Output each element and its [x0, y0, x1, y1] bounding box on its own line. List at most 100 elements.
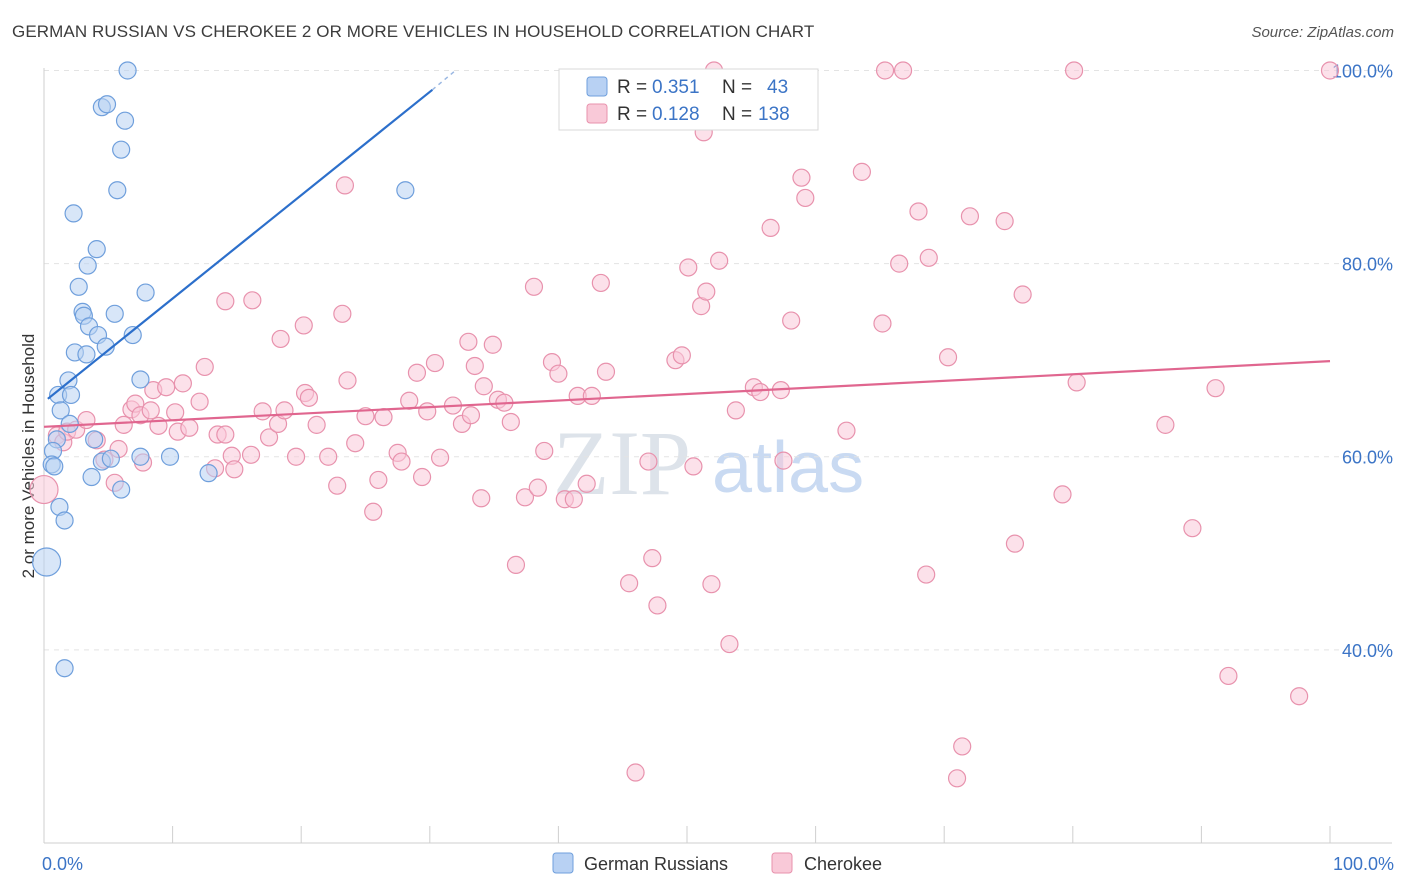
- series-swatch-german-russians: [552, 852, 574, 874]
- cherokee-point: [909, 202, 928, 221]
- cherokee-point: [535, 441, 554, 461]
- cherokee-point: [472, 489, 491, 508]
- cherokee-point: [720, 634, 739, 654]
- correlation-legend: R = 0.351 N = 43 R = 0.128 N = 138: [558, 68, 819, 131]
- cherokee-point: [483, 335, 502, 354]
- cherokee-point: [461, 406, 481, 425]
- cherokee-point: [190, 392, 209, 411]
- legend-n-label-0: N =: [722, 77, 752, 98]
- cherokee-point: [672, 346, 691, 365]
- german-russian-point: [118, 61, 137, 80]
- german-russian-trend-line: [47, 88, 434, 400]
- cherokee-point: [620, 574, 639, 593]
- cherokee-point: [710, 251, 729, 270]
- cherokee-point: [726, 401, 745, 420]
- cherokee-point: [253, 402, 272, 421]
- legend-n-value-0: 43: [767, 77, 788, 98]
- cherokee-point: [679, 258, 698, 277]
- cherokee-point: [917, 565, 936, 584]
- x-tick-label-min: 0.0%: [42, 854, 83, 874]
- cherokee-point: [216, 425, 235, 444]
- cherokee-point: [241, 445, 261, 464]
- cherokee-point: [307, 415, 326, 434]
- legend-n-label-1: N =: [722, 104, 752, 125]
- cherokee-point: [407, 363, 427, 382]
- german-russian-point: [160, 447, 180, 466]
- german-russian-point: [77, 345, 96, 364]
- cherokee-point: [782, 311, 801, 330]
- cherokee-point: [947, 769, 967, 788]
- german-russian-point: [55, 511, 74, 530]
- cherokee-point: [890, 254, 909, 273]
- cherokee-point: [953, 737, 972, 756]
- cherokee-point: [837, 421, 856, 440]
- y-tick-label-60: 60.0%: [1342, 448, 1393, 468]
- german-russian-points: [31, 61, 415, 678]
- german-russian-point: [101, 449, 120, 468]
- cherokee-point: [577, 474, 596, 493]
- cherokee-point: [338, 371, 357, 390]
- cherokee-point: [1064, 61, 1084, 80]
- german-russian-point: [123, 325, 142, 345]
- legend-r-value-0: 0.351: [652, 77, 700, 98]
- x-tick-labels: 0.0% 100.0%: [42, 854, 1394, 874]
- cherokee-point: [243, 291, 262, 310]
- trend-lines: [43, 69, 1331, 428]
- cherokee-point: [702, 575, 721, 594]
- legend-r-value-1: 0.128: [652, 104, 700, 125]
- german-russian-trend-extension: [431, 69, 457, 91]
- cherokee-point: [919, 248, 938, 267]
- y-tick-label-40: 40.0%: [1342, 641, 1393, 661]
- axes: [43, 68, 1392, 844]
- grid-lines: [44, 69, 1392, 651]
- cherokee-point: [1053, 485, 1072, 504]
- cherokee-point: [374, 408, 393, 427]
- chart-title: GERMAN RUSSIAN VS CHEROKEE 2 OR MORE VEH…: [12, 22, 815, 41]
- cherokee-point: [346, 434, 365, 453]
- cherokee-point: [501, 412, 520, 432]
- cherokee-point: [418, 402, 437, 421]
- cherokee-point: [506, 555, 526, 574]
- cherokee-point: [364, 502, 383, 521]
- cherokee-point: [1206, 379, 1225, 398]
- cherokee-point: [1067, 373, 1086, 392]
- german-russian-point: [82, 467, 101, 487]
- german-russian-point: [64, 204, 83, 223]
- cherokee-point: [774, 451, 793, 470]
- cherokee-point: [515, 488, 535, 507]
- series-swatch-cherokee: [771, 852, 793, 874]
- cherokee-point: [761, 218, 780, 237]
- cherokee-point: [852, 162, 871, 181]
- german-russian-point: [45, 457, 64, 476]
- legend-r-label-1: R =: [617, 104, 647, 125]
- series-label-cherokee: Cherokee: [804, 854, 882, 874]
- series-legend: German Russians Cherokee: [552, 852, 882, 874]
- cherokee-point: [392, 452, 411, 471]
- cherokee-point: [465, 356, 484, 376]
- cherokee-point: [299, 388, 319, 407]
- cherokee-point: [524, 277, 544, 296]
- cherokee-point: [412, 467, 432, 487]
- german-russian-point: [199, 464, 218, 483]
- cherokee-point: [225, 460, 244, 479]
- cherokee-trend-line: [43, 360, 1331, 428]
- cherokee-point: [425, 353, 445, 373]
- cherokee-point: [430, 448, 450, 467]
- cherokee-point: [684, 457, 703, 476]
- cherokee-point: [564, 490, 583, 509]
- cherokee-point: [157, 378, 176, 397]
- cherokee-point: [596, 362, 616, 381]
- cherokee-point: [333, 304, 352, 323]
- cherokee-point: [697, 282, 716, 301]
- cherokee-point: [1013, 285, 1032, 304]
- cherokee-point: [549, 364, 568, 383]
- cherokee-point: [173, 374, 192, 393]
- cherokee-point: [792, 168, 811, 187]
- german-russian-point: [396, 181, 415, 200]
- y-tick-label-80: 80.0%: [1342, 255, 1393, 275]
- cherokee-point: [995, 212, 1014, 231]
- cherokee-point: [751, 382, 770, 402]
- cherokee-point: [591, 273, 610, 293]
- x-tick-label-max: 100.0%: [1333, 854, 1394, 874]
- cherokee-point: [1290, 687, 1309, 706]
